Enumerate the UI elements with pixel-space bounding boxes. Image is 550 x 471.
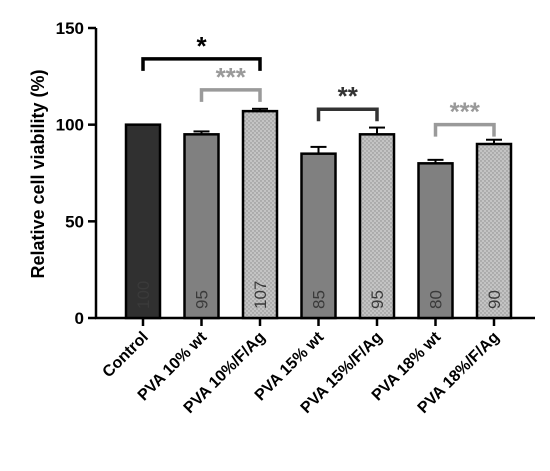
y-tick-label: 100 xyxy=(56,116,84,135)
significance-brackets: ********* xyxy=(141,31,496,137)
bar xyxy=(124,123,162,320)
bar xyxy=(300,152,337,320)
significance-bracket xyxy=(316,107,379,122)
y-tick-label: 0 xyxy=(75,309,84,328)
data-label: 80 xyxy=(427,290,446,309)
data-label: 95 xyxy=(193,290,212,309)
significance-bracket xyxy=(433,122,496,137)
significance-bracket xyxy=(199,88,262,102)
data-label: 90 xyxy=(485,290,504,309)
bar xyxy=(417,162,454,320)
x-tick-label: Control xyxy=(100,329,152,381)
y-tick-label: 50 xyxy=(65,212,84,231)
significance-bracket xyxy=(141,57,262,71)
data-label: 107 xyxy=(251,281,270,309)
bar xyxy=(358,133,396,320)
bar xyxy=(241,109,279,320)
y-axis-label: Relative cell viability (%) xyxy=(28,69,48,278)
significance-label: *** xyxy=(216,62,247,92)
significance-label: *** xyxy=(450,97,481,127)
data-label: 85 xyxy=(310,290,329,309)
significance-label: * xyxy=(196,31,207,61)
data-label: 95 xyxy=(368,290,387,309)
data-label: 100 xyxy=(134,281,153,309)
bar xyxy=(183,133,220,320)
axes: 0 50 100 150 xyxy=(56,19,535,328)
y-tick-label: 150 xyxy=(56,19,84,38)
significance-label: ** xyxy=(338,81,359,111)
